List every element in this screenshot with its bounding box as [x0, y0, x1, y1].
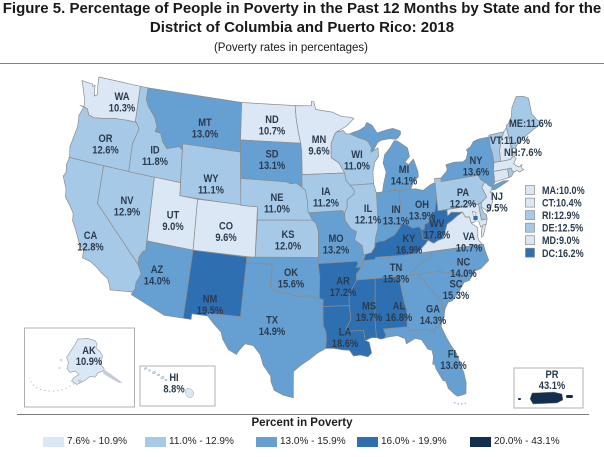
svg-text:13.9%: 13.9% — [409, 211, 436, 223]
svg-text:AK: AK — [82, 345, 96, 357]
svg-text:11.8%: 11.8% — [142, 156, 168, 168]
svg-text:12.6%: 12.6% — [92, 145, 119, 157]
svg-text:11.0%: 11.0% — [344, 161, 370, 173]
svg-text:MS: MS — [362, 301, 376, 313]
svg-text:NV: NV — [121, 195, 135, 207]
svg-text:PR: PR — [546, 369, 559, 381]
svg-text:LA: LA — [339, 327, 352, 339]
svg-text:WI: WI — [351, 149, 362, 161]
svg-text:KS: KS — [282, 229, 295, 241]
svg-text:14.3%: 14.3% — [420, 315, 447, 327]
svg-text:13.2%: 13.2% — [323, 245, 350, 257]
svg-text:SC: SC — [450, 279, 463, 291]
svg-text:12.0%: 12.0% — [275, 241, 302, 253]
svg-text:NJ: NJ — [491, 191, 503, 203]
svg-text:CA: CA — [84, 230, 98, 242]
svg-text:12.2%: 12.2% — [450, 199, 477, 211]
svg-text:16.9%: 16.9% — [396, 245, 423, 257]
svg-text:14.9%: 14.9% — [259, 326, 286, 338]
svg-text:15.6%: 15.6% — [278, 279, 305, 291]
svg-text:IN: IN — [391, 204, 400, 216]
svg-text:KY: KY — [403, 233, 417, 245]
svg-text:VT:11.0%: VT:11.0% — [490, 135, 530, 147]
svg-text:CO: CO — [219, 221, 233, 233]
svg-text:15.3%: 15.3% — [443, 290, 470, 302]
svg-text:14.1%: 14.1% — [391, 176, 418, 188]
svg-text:RI:12.9%: RI:12.9% — [542, 210, 580, 222]
svg-text:GA: GA — [426, 304, 440, 316]
svg-text:CT:10.4%: CT:10.4% — [542, 198, 582, 210]
svg-text:MA:10.0%: MA:10.0% — [542, 185, 585, 197]
svg-text:NM: NM — [203, 294, 218, 306]
svg-text:AL: AL — [393, 301, 406, 313]
svg-text:12.9%: 12.9% — [114, 207, 141, 219]
svg-text:WV: WV — [429, 218, 445, 230]
svg-text:IA: IA — [321, 186, 330, 198]
svg-text:10.9%: 10.9% — [76, 356, 103, 368]
svg-text:MN: MN — [312, 134, 327, 146]
svg-text:14.0%: 14.0% — [450, 268, 477, 280]
svg-text:NY: NY — [470, 155, 484, 167]
svg-text:MI: MI — [399, 164, 409, 176]
svg-text:IL: IL — [364, 203, 373, 215]
svg-text:PA: PA — [457, 187, 469, 199]
svg-text:ME:11.6%: ME:11.6% — [509, 118, 552, 130]
svg-text:TN: TN — [390, 262, 403, 274]
svg-text:10.7%: 10.7% — [259, 126, 286, 138]
svg-text:13.1%: 13.1% — [383, 216, 410, 228]
svg-text:11.2%: 11.2% — [313, 198, 339, 210]
svg-text:43.1%: 43.1% — [539, 380, 566, 392]
svg-text:12.8%: 12.8% — [77, 242, 104, 254]
svg-text:AZ: AZ — [151, 264, 164, 276]
svg-text:NH:7.6%: NH:7.6% — [504, 147, 542, 159]
svg-text:10.3%: 10.3% — [109, 103, 136, 115]
svg-text:MD:9.0%: MD:9.0% — [542, 235, 580, 247]
svg-text:ID: ID — [150, 145, 159, 157]
svg-text:WY: WY — [203, 173, 219, 185]
svg-text:13.1%: 13.1% — [259, 160, 286, 172]
svg-text:18.6%: 18.6% — [332, 338, 359, 350]
svg-text:19.5%: 19.5% — [197, 305, 224, 317]
svg-text:13.0%: 13.0% — [192, 129, 219, 141]
svg-text:FL: FL — [448, 349, 460, 361]
svg-text:13.6%: 13.6% — [463, 167, 490, 179]
svg-text:9.6%: 9.6% — [308, 146, 329, 158]
svg-text:OR: OR — [99, 133, 113, 145]
svg-text:VA: VA — [463, 231, 475, 243]
svg-text:11.0%: 11.0% — [264, 204, 290, 216]
svg-text:9.5%: 9.5% — [486, 203, 507, 215]
svg-text:11.1%: 11.1% — [198, 185, 224, 197]
svg-text:OK: OK — [284, 267, 298, 279]
svg-text:10.7%: 10.7% — [456, 243, 483, 255]
svg-text:DC:16.2%: DC:16.2% — [542, 248, 584, 260]
svg-text:MT: MT — [198, 117, 212, 129]
svg-text:17.2%: 17.2% — [330, 287, 357, 299]
svg-text:NE: NE — [271, 192, 284, 204]
svg-text:HI: HI — [169, 372, 178, 384]
svg-text:UT: UT — [167, 210, 180, 222]
svg-text:MO: MO — [328, 233, 343, 245]
svg-text:16.8%: 16.8% — [386, 312, 413, 324]
svg-text:DE:12.5%: DE:12.5% — [542, 223, 583, 235]
svg-text:9.6%: 9.6% — [215, 232, 236, 244]
svg-text:SD: SD — [266, 149, 279, 161]
svg-text:ND: ND — [265, 114, 279, 126]
svg-text:13.6%: 13.6% — [440, 360, 467, 372]
svg-text:WA: WA — [114, 91, 129, 103]
svg-text:15.3%: 15.3% — [383, 274, 410, 286]
svg-text:TX: TX — [266, 315, 279, 327]
svg-text:17.8%: 17.8% — [424, 230, 451, 242]
svg-text:9.0%: 9.0% — [162, 221, 183, 233]
svg-text:19.7%: 19.7% — [356, 312, 383, 324]
svg-text:NC: NC — [457, 257, 471, 269]
svg-text:12.1%: 12.1% — [355, 215, 382, 227]
svg-text:8.8%: 8.8% — [163, 384, 184, 396]
svg-text:AR: AR — [336, 276, 350, 288]
svg-text:14.0%: 14.0% — [144, 276, 171, 288]
svg-text:OH: OH — [415, 199, 429, 211]
